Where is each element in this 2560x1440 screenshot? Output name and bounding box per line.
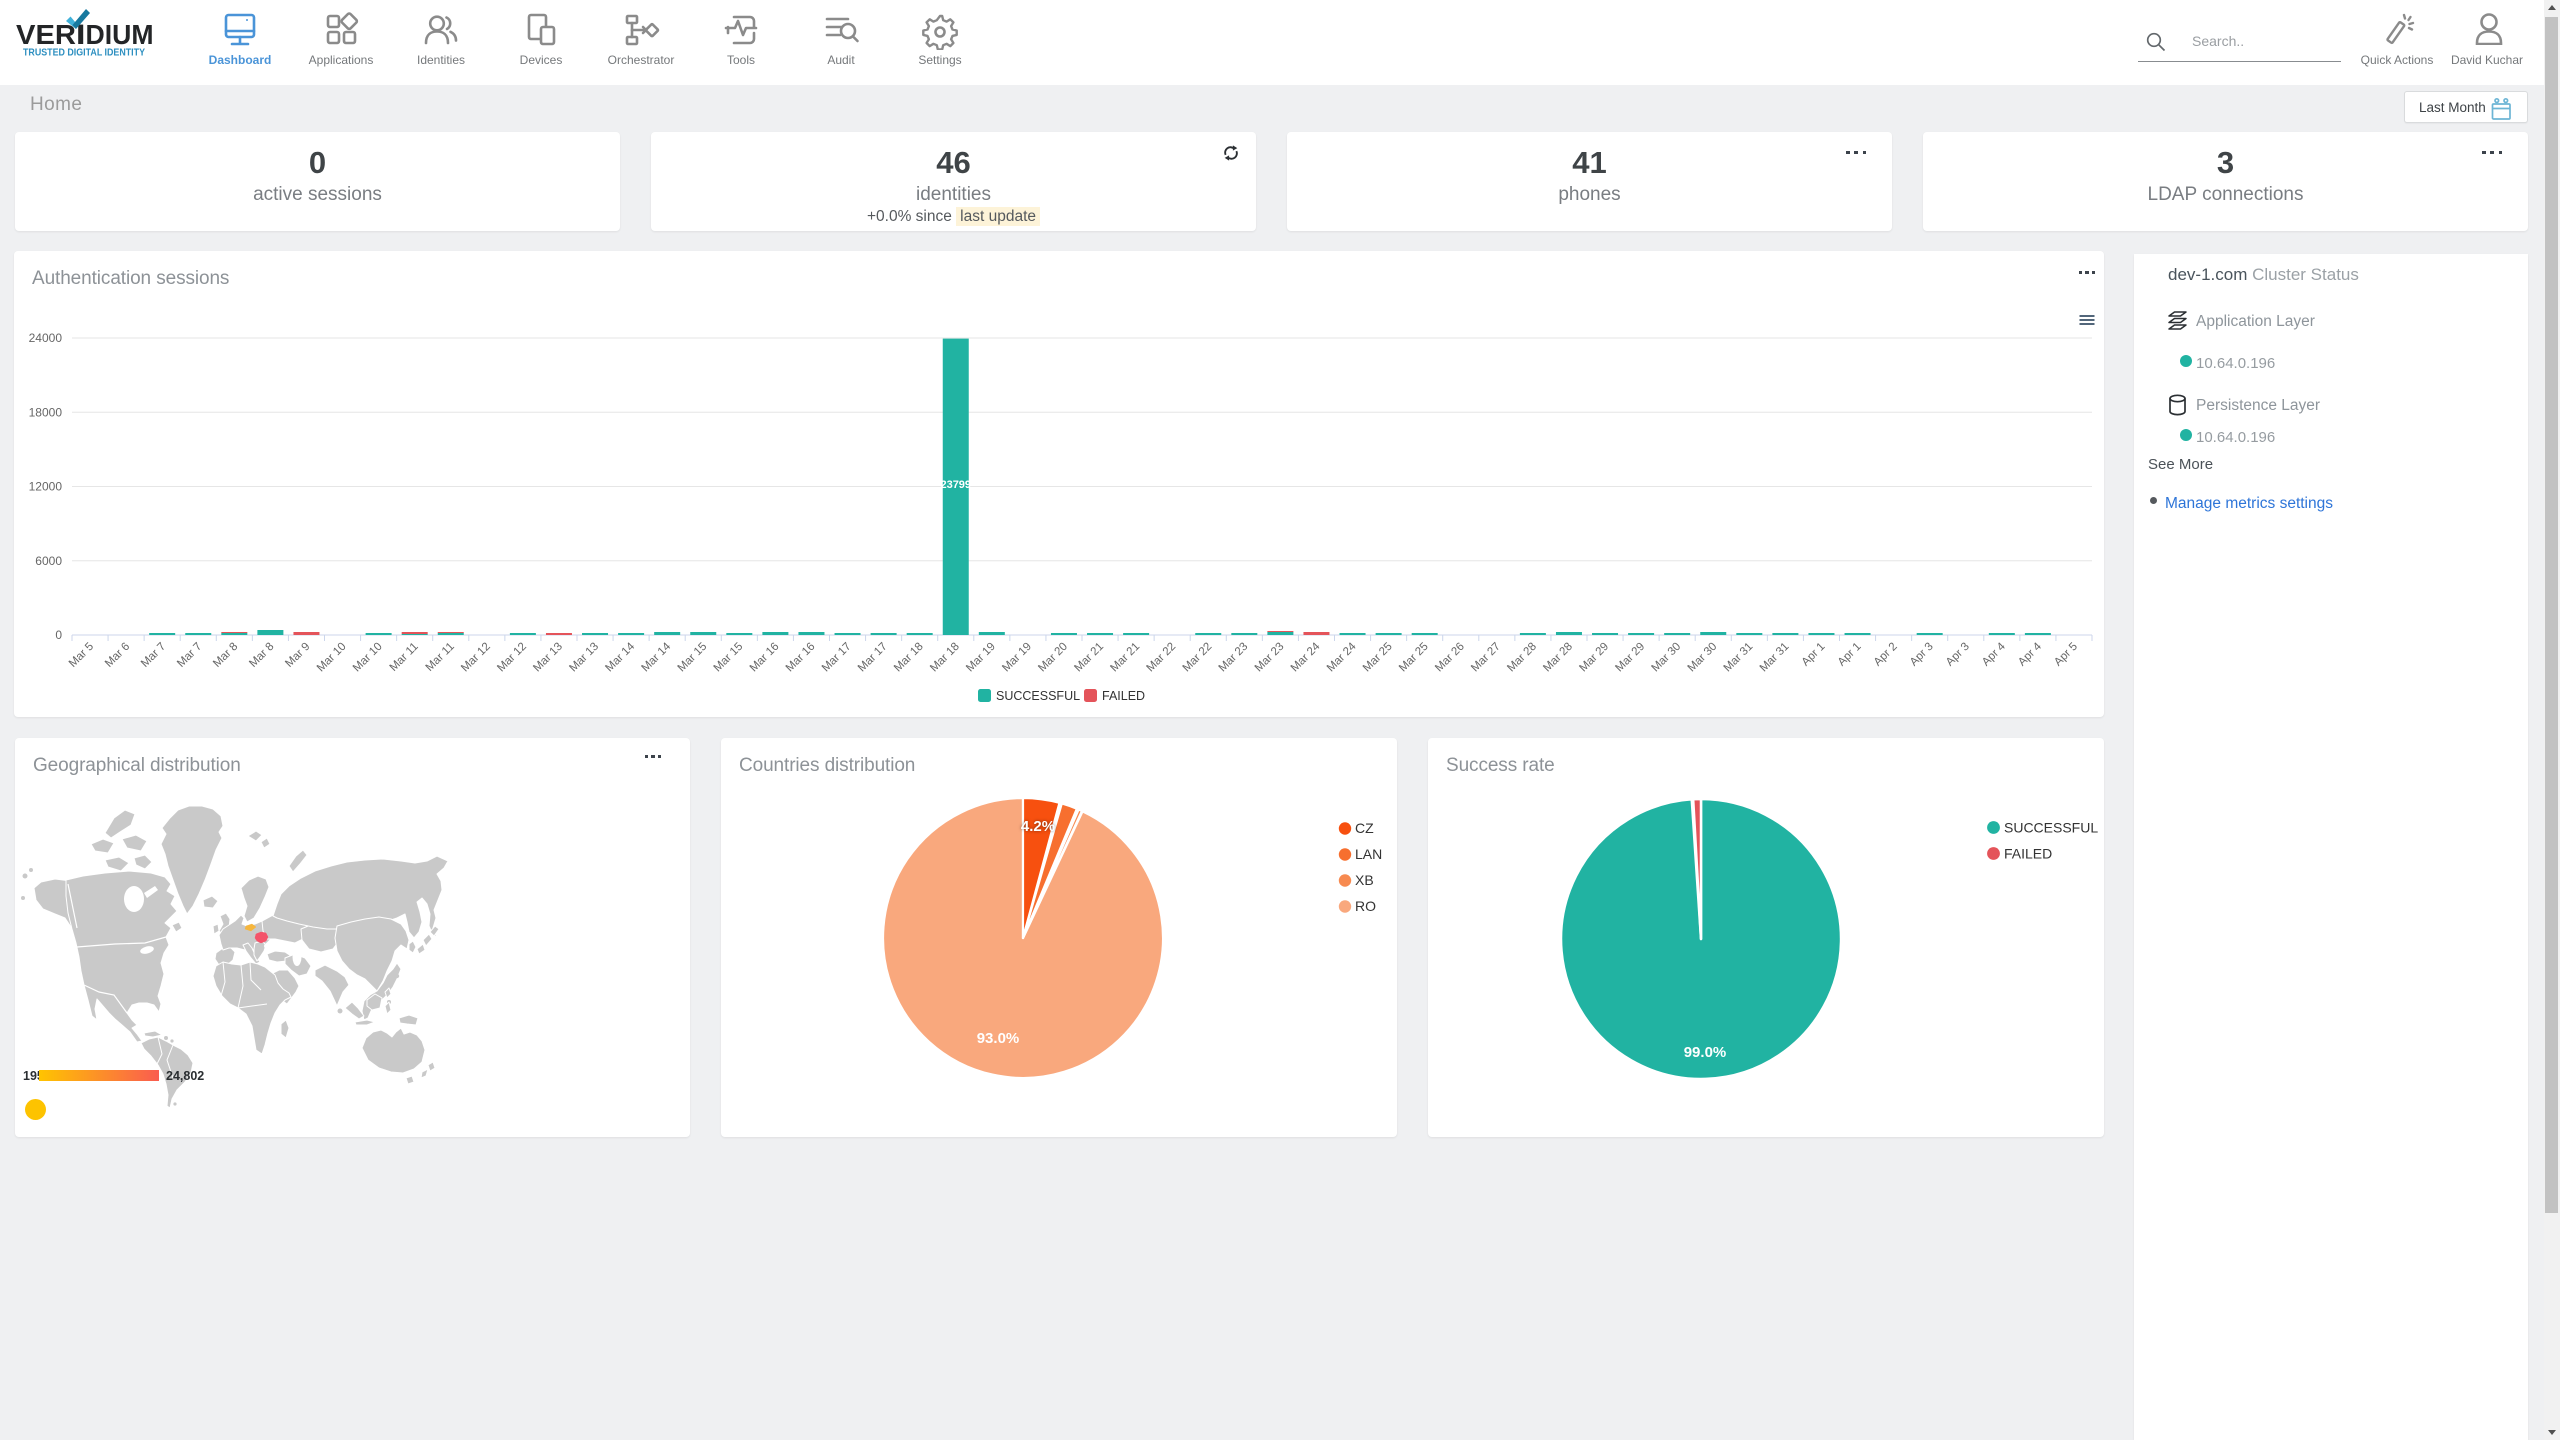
svg-text:Mar 21: Mar 21	[1072, 641, 1106, 675]
svg-text:Mar 19: Mar 19	[964, 641, 998, 675]
svg-text:Apr 3: Apr 3	[1908, 641, 1936, 669]
svg-text:RO: RO	[1355, 898, 1376, 914]
svg-text:Apr 3: Apr 3	[1944, 641, 1972, 669]
svg-text:Mar 26: Mar 26	[1433, 641, 1467, 675]
svg-text:TRUSTED DIGITAL IDENTITY: TRUSTED DIGITAL IDENTITY	[23, 48, 145, 59]
svg-text:Mar 27: Mar 27	[1469, 641, 1503, 675]
svg-text:FAILED: FAILED	[2004, 846, 2052, 862]
svg-text:Mar 31: Mar 31	[1722, 641, 1756, 675]
svg-text:Mar 8: Mar 8	[247, 641, 276, 670]
svg-text:Mar 24: Mar 24	[1289, 640, 1323, 674]
svg-text:LAN: LAN	[1355, 846, 1382, 862]
svg-text:Mar 29: Mar 29	[1613, 641, 1647, 675]
svg-text:Mar 14: Mar 14	[640, 640, 674, 674]
svg-text:Mar 10: Mar 10	[315, 641, 349, 675]
svg-text:FAILED: FAILED	[1102, 689, 1145, 703]
svg-text:Mar 15: Mar 15	[712, 641, 746, 675]
svg-text:Mar 29: Mar 29	[1577, 641, 1611, 675]
svg-text:VER: VER	[16, 19, 76, 50]
svg-text:Mar 7: Mar 7	[175, 641, 204, 670]
svg-text:Mar 11: Mar 11	[424, 641, 457, 674]
svg-text:Mar 8: Mar 8	[211, 641, 240, 670]
svg-text:Mar 5: Mar 5	[67, 641, 96, 670]
svg-text:24000: 24000	[29, 331, 63, 345]
svg-text:Mar 9: Mar 9	[283, 641, 312, 670]
svg-text:99.0%: 99.0%	[1684, 1044, 1727, 1061]
svg-text:Mar 13: Mar 13	[531, 641, 565, 675]
svg-text:XB: XB	[1355, 872, 1374, 888]
svg-text:93.0%: 93.0%	[977, 1030, 1020, 1047]
svg-text:Mar 13: Mar 13	[567, 641, 601, 675]
svg-text:Mar 22: Mar 22	[1145, 641, 1179, 675]
svg-text:4.2%: 4.2%	[1021, 818, 1055, 835]
svg-text:12000: 12000	[29, 480, 63, 494]
svg-text:Apr 5: Apr 5	[2052, 641, 2080, 669]
svg-text:Mar 21: Mar 21	[1108, 641, 1142, 675]
svg-text:Mar 7: Mar 7	[139, 641, 168, 670]
svg-text:DIUM: DIUM	[86, 19, 154, 50]
svg-text:Mar 12: Mar 12	[495, 641, 529, 675]
svg-text:Mar 30: Mar 30	[1686, 641, 1720, 675]
svg-text:SUCCESSFUL: SUCCESSFUL	[996, 689, 1080, 703]
svg-text:Mar 23: Mar 23	[1253, 641, 1287, 675]
svg-text:Apr 4: Apr 4	[2016, 640, 2044, 668]
svg-text:Mar 25: Mar 25	[1397, 641, 1431, 675]
svg-text:Mar 6: Mar 6	[103, 641, 132, 670]
svg-text:Mar 20: Mar 20	[1036, 641, 1070, 675]
svg-text:Mar 28: Mar 28	[1505, 641, 1539, 675]
svg-text:Mar 28: Mar 28	[1541, 641, 1575, 675]
svg-text:Mar 18: Mar 18	[928, 641, 962, 675]
svg-text:Mar 25: Mar 25	[1361, 641, 1395, 675]
svg-text:23799: 23799	[940, 479, 971, 491]
svg-text:Mar 24: Mar 24	[1325, 640, 1359, 674]
svg-text:Mar 15: Mar 15	[676, 641, 710, 675]
svg-text:Apr 4: Apr 4	[1980, 640, 2008, 668]
svg-text:Mar 17: Mar 17	[856, 641, 890, 675]
svg-text:Mar 31: Mar 31	[1758, 641, 1792, 675]
svg-text:Mar 11: Mar 11	[388, 641, 421, 674]
svg-text:18000: 18000	[29, 405, 63, 419]
svg-text:Mar 16: Mar 16	[748, 641, 782, 675]
svg-text:Mar 18: Mar 18	[892, 641, 926, 675]
svg-text:Mar 16: Mar 16	[784, 641, 818, 675]
svg-text:Mar 30: Mar 30	[1650, 641, 1684, 675]
svg-text:Mar 12: Mar 12	[459, 641, 493, 675]
svg-text:Mar 19: Mar 19	[1000, 641, 1034, 675]
svg-text:Mar 10: Mar 10	[351, 641, 385, 675]
svg-text:SUCCESSFUL: SUCCESSFUL	[2004, 820, 2098, 836]
svg-text:Mar 22: Mar 22	[1181, 641, 1215, 675]
svg-text:Mar 17: Mar 17	[820, 641, 854, 675]
svg-text:Mar 23: Mar 23	[1217, 641, 1251, 675]
svg-text:CZ: CZ	[1355, 820, 1374, 836]
svg-text:0: 0	[55, 628, 62, 642]
svg-text:Apr 1: Apr 1	[1800, 641, 1828, 669]
svg-text:Apr 2: Apr 2	[1872, 641, 1900, 669]
svg-text:Apr 1: Apr 1	[1836, 641, 1864, 669]
svg-text:6000: 6000	[35, 554, 62, 568]
svg-text:Mar 14: Mar 14	[603, 640, 637, 674]
